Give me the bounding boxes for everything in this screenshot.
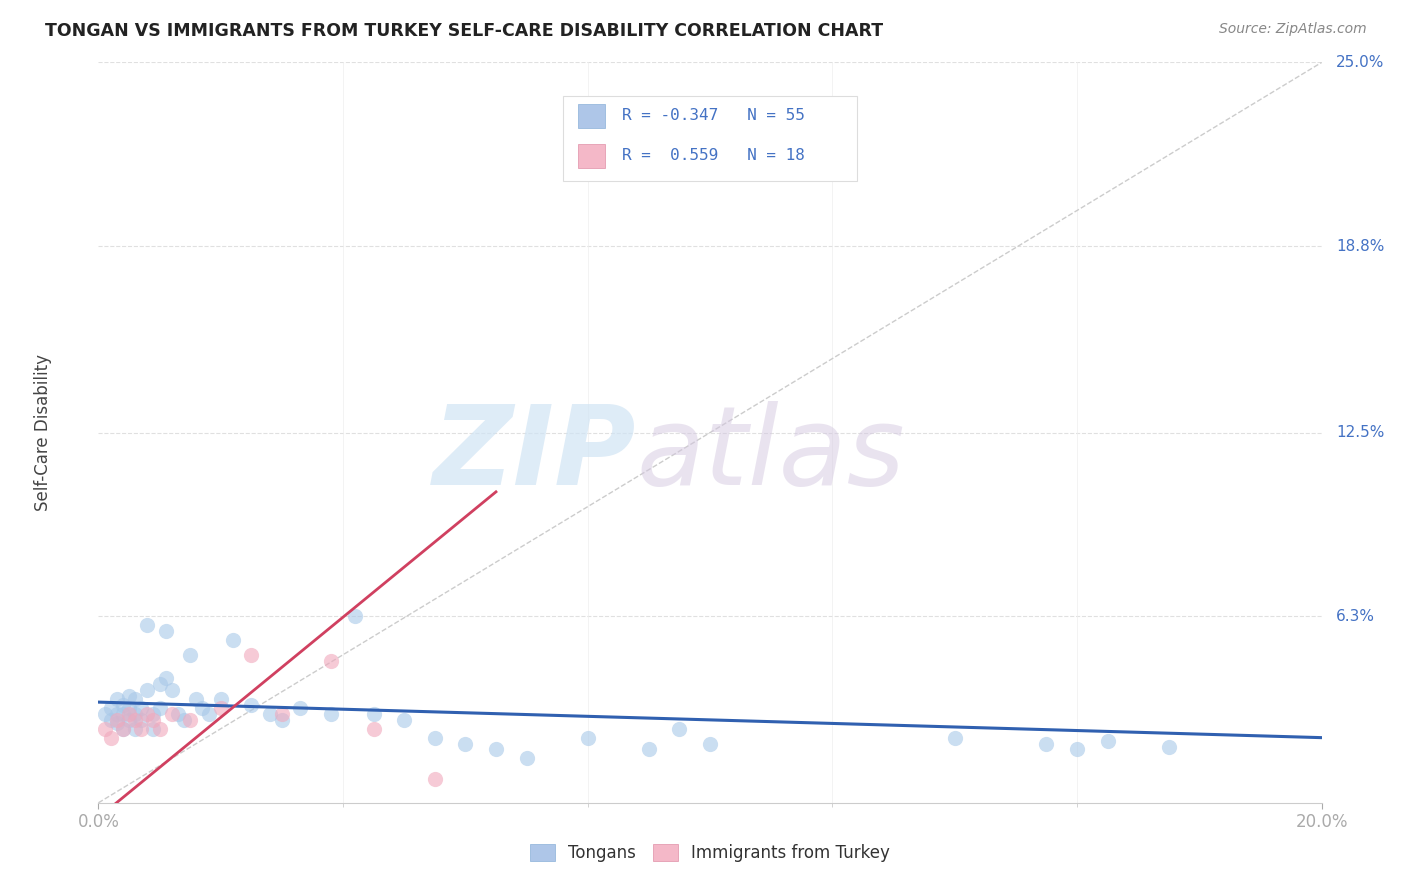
Text: R =  0.559   N = 18: R = 0.559 N = 18 (621, 148, 804, 163)
Point (270, 706, 292, 721)
Point (191, 701, 214, 715)
Point (209, 692, 232, 706)
Point (149, 701, 172, 715)
Text: 18.8%: 18.8% (1336, 238, 1385, 253)
Point (118, 713, 141, 727)
Point (111, 722, 134, 736)
Point (576, 731, 599, 745)
Point (149, 722, 172, 736)
Point (149, 677, 172, 691)
Point (136, 706, 159, 721)
Point (118, 689, 141, 703)
Point (93, 722, 115, 736)
Point (105, 715, 128, 730)
Point (111, 722, 134, 736)
Bar (578, 103, 605, 128)
Point (105, 692, 128, 706)
Point (100, 731, 122, 745)
Point (454, 737, 477, 751)
Point (485, 742, 508, 756)
Point (186, 692, 208, 706)
Point (943, 731, 966, 745)
Point (516, 751, 538, 765)
Point (129, 701, 152, 715)
Point (124, 692, 146, 706)
Point (142, 706, 165, 721)
Point (668, 722, 690, 736)
Point (155, 672, 177, 686)
Point (100, 701, 122, 715)
Point (270, 713, 292, 727)
Point (363, 722, 385, 736)
Point (105, 713, 128, 727)
Text: R = -0.347   N = 55: R = -0.347 N = 55 (621, 109, 804, 123)
Point (1035, 737, 1057, 751)
Point (392, 713, 416, 727)
Point (209, 701, 232, 715)
Point (118, 706, 141, 721)
Text: 25.0%: 25.0% (1336, 55, 1385, 70)
Point (93, 706, 115, 721)
Legend: Tongans, Immigrants from Turkey: Tongans, Immigrants from Turkey (523, 837, 897, 869)
Text: 12.5%: 12.5% (1336, 425, 1385, 440)
Point (1066, 742, 1088, 756)
Text: TONGAN VS IMMIGRANTS FROM TURKEY SELF-CARE DISABILITY CORRELATION CHART: TONGAN VS IMMIGRANTS FROM TURKEY SELF-CA… (45, 22, 883, 40)
Point (319, 706, 342, 721)
Point (124, 706, 146, 721)
Point (142, 713, 165, 727)
Point (423, 731, 446, 745)
Point (142, 722, 165, 736)
Point (344, 609, 367, 624)
Point (160, 683, 183, 698)
Point (197, 706, 219, 721)
Point (129, 722, 152, 736)
Point (1157, 739, 1180, 754)
Point (423, 772, 446, 786)
Point (240, 648, 263, 662)
Point (179, 713, 201, 727)
FancyBboxPatch shape (564, 95, 856, 181)
Point (240, 698, 263, 712)
Point (1097, 733, 1119, 747)
Text: atlas: atlas (637, 401, 905, 508)
Text: Source: ZipAtlas.com: Source: ZipAtlas.com (1219, 22, 1367, 37)
Point (105, 706, 128, 721)
Point (160, 706, 183, 721)
Point (136, 618, 159, 632)
Text: 6.3%: 6.3% (1336, 608, 1375, 624)
Point (173, 713, 195, 727)
Point (124, 722, 146, 736)
Point (222, 632, 245, 647)
Point (259, 706, 281, 721)
Point (363, 706, 385, 721)
Point (699, 737, 721, 751)
Point (637, 742, 661, 756)
Point (111, 706, 134, 721)
Text: ZIP: ZIP (433, 401, 637, 508)
Point (118, 701, 141, 715)
Bar (578, 144, 605, 168)
Point (155, 624, 177, 638)
Point (167, 706, 190, 721)
Point (319, 654, 342, 668)
Point (129, 713, 152, 727)
Point (111, 698, 134, 712)
Point (136, 683, 159, 698)
Point (179, 648, 201, 662)
Text: Self-Care Disability: Self-Care Disability (34, 354, 52, 511)
Point (100, 713, 122, 727)
Point (290, 701, 312, 715)
Point (124, 713, 146, 727)
